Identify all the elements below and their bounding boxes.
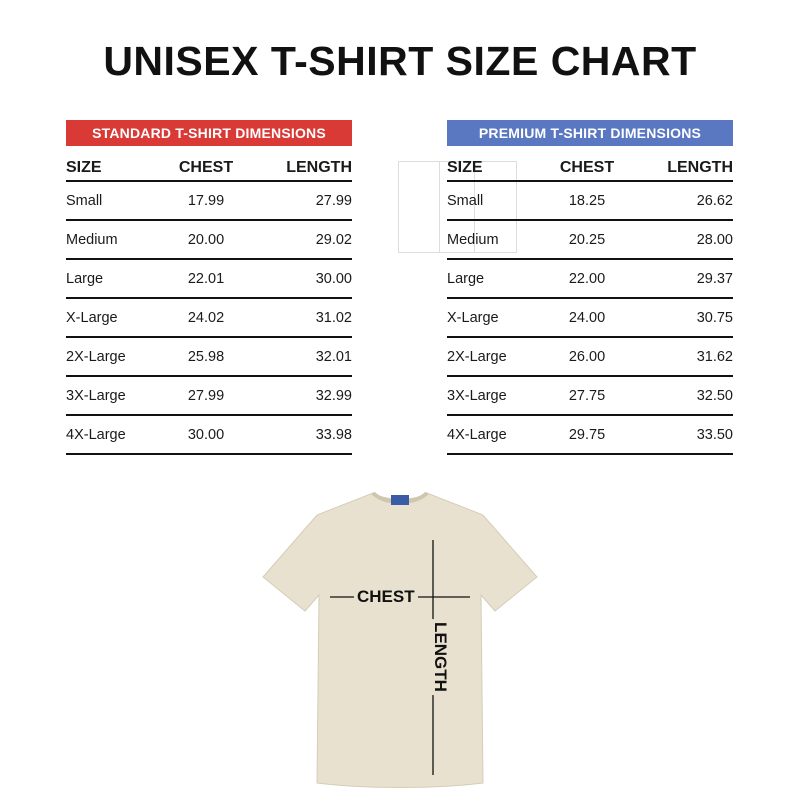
table-row: Medium 20.25 28.00 <box>447 221 733 260</box>
length-cell: 30.75 <box>696 309 733 326</box>
length-cell: 31.02 <box>315 309 352 326</box>
chest-cell: 20.00 <box>187 231 225 248</box>
length-label: LENGTH <box>429 619 450 695</box>
chest-cell: 24.02 <box>187 309 225 326</box>
table-row: 2X-Large 25.98 32.01 <box>66 338 352 377</box>
length-cell: 32.99 <box>315 387 352 404</box>
chest-cell: 29.75 <box>568 426 606 443</box>
length-cell: 27.99 <box>315 192 352 209</box>
chest-cell: 25.98 <box>187 348 225 365</box>
chest-cell: 22.01 <box>187 270 225 287</box>
header-length: LENGTH <box>667 159 733 176</box>
size-cell: Large <box>66 270 104 287</box>
chest-cell: 27.75 <box>568 387 606 404</box>
table-row: 4X-Large 29.75 33.50 <box>447 416 733 455</box>
size-cell: 2X-Large <box>447 348 507 365</box>
chest-cell: 26.00 <box>568 348 606 365</box>
chest-label: CHEST <box>354 587 418 607</box>
size-cell: 4X-Large <box>66 426 126 443</box>
size-cell: X-Large <box>66 309 118 326</box>
table-row: Medium 20.00 29.02 <box>66 221 352 260</box>
length-cell: 29.37 <box>696 270 733 287</box>
header-chest: CHEST <box>178 159 234 176</box>
header-size: SIZE <box>447 159 483 176</box>
size-cell: X-Large <box>447 309 499 326</box>
chest-cell: 22.00 <box>568 270 606 287</box>
tshirt-shape <box>262 492 538 788</box>
length-cell: 31.62 <box>696 348 733 365</box>
table-row: X-Large 24.02 31.02 <box>66 299 352 338</box>
size-cell: Medium <box>447 231 499 248</box>
table-row: Small 17.99 27.99 <box>66 182 352 221</box>
standard-banner: STANDARD T-SHIRT DIMENSIONS <box>66 120 352 146</box>
premium-header-row: SIZE CHEST LENGTH <box>447 146 733 182</box>
length-cell: 26.62 <box>696 192 733 209</box>
table-row: Large 22.00 29.37 <box>447 260 733 299</box>
size-cell: Small <box>66 192 103 209</box>
table-row: X-Large 24.00 30.75 <box>447 299 733 338</box>
premium-table: PREMIUM T-SHIRT DIMENSIONS SIZE CHEST LE… <box>447 120 733 455</box>
length-cell: 33.98 <box>315 426 352 443</box>
premium-banner: PREMIUM T-SHIRT DIMENSIONS <box>447 120 733 146</box>
chest-cell: 18.25 <box>568 192 606 209</box>
table-row: Small 18.25 26.62 <box>447 182 733 221</box>
table-row: 3X-Large 27.99 32.99 <box>66 377 352 416</box>
chest-cell: 27.99 <box>187 387 225 404</box>
size-cell: 4X-Large <box>447 426 507 443</box>
size-cell: 2X-Large <box>66 348 126 365</box>
page-title: UNISEX T-SHIRT SIZE CHART <box>103 38 697 84</box>
chest-cell: 17.99 <box>187 192 225 209</box>
chest-cell: 24.00 <box>568 309 606 326</box>
length-cell: 32.50 <box>696 387 733 404</box>
tshirt-tag <box>391 495 409 505</box>
header-size: SIZE <box>66 159 102 176</box>
size-cell: Medium <box>66 231 118 248</box>
standard-table: STANDARD T-SHIRT DIMENSIONS SIZE CHEST L… <box>66 120 352 455</box>
standard-header-row: SIZE CHEST LENGTH <box>66 146 352 182</box>
size-cell: Large <box>447 270 485 287</box>
table-row: 4X-Large 30.00 33.98 <box>66 416 352 455</box>
length-cell: 30.00 <box>315 270 352 287</box>
length-cell: 33.50 <box>696 426 733 443</box>
size-cell: 3X-Large <box>66 387 126 404</box>
size-cell: 3X-Large <box>447 387 507 404</box>
length-cell: 28.00 <box>696 231 733 248</box>
tshirt-diagram <box>262 491 538 788</box>
faint-grid-artifact <box>398 161 517 253</box>
chest-cell: 20.25 <box>568 231 606 248</box>
header-length: LENGTH <box>286 159 352 176</box>
table-row: 2X-Large 26.00 31.62 <box>447 338 733 377</box>
length-cell: 32.01 <box>315 348 352 365</box>
table-row: Large 22.01 30.00 <box>66 260 352 299</box>
chest-cell: 30.00 <box>187 426 225 443</box>
size-cell: Small <box>447 192 484 209</box>
table-row: 3X-Large 27.75 32.50 <box>447 377 733 416</box>
header-chest: CHEST <box>559 159 615 176</box>
length-cell: 29.02 <box>315 231 352 248</box>
